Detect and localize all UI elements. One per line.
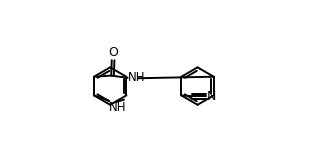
Text: NH: NH [109,102,127,114]
Text: O: O [108,46,118,59]
Text: NH: NH [128,71,146,83]
Text: N: N [207,90,216,103]
